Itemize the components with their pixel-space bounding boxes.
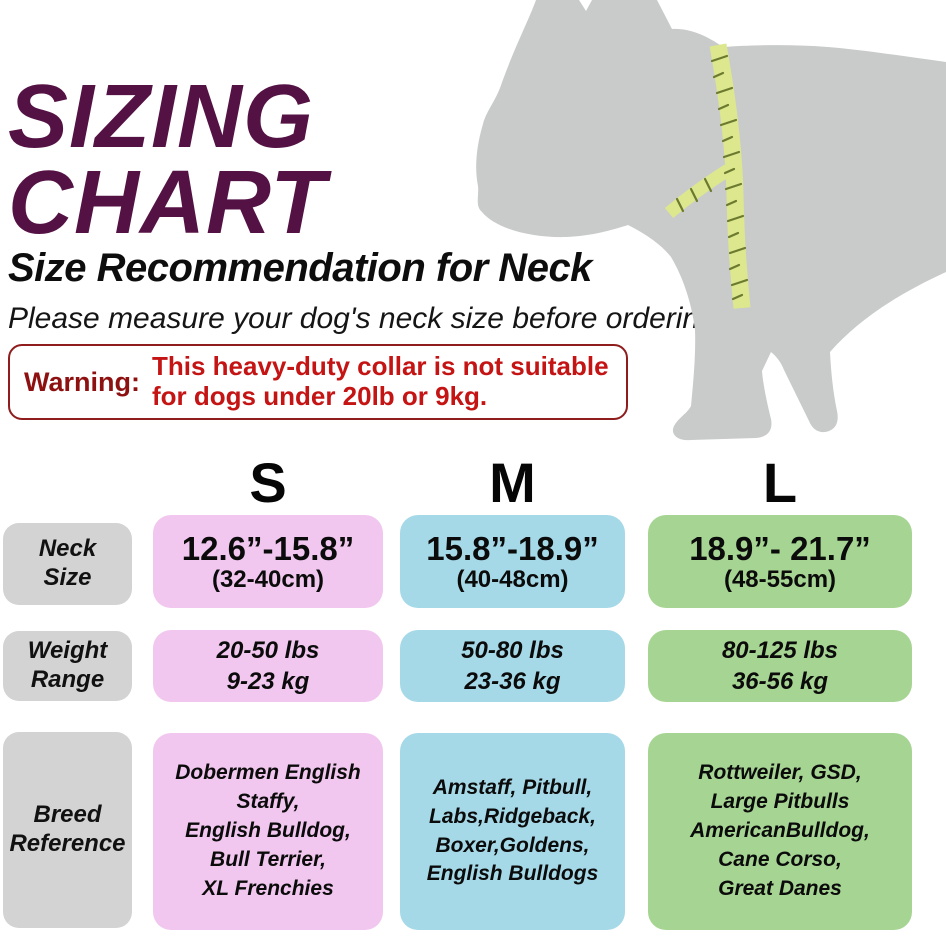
column-header-size-s: S — [249, 451, 287, 514]
cell-l-breed-reference: Rottweiler, GSD, Large Pitbulls American… — [648, 733, 912, 930]
warning-box: Warning: This heavy-duty collar is not s… — [8, 344, 628, 420]
weight-range-m: 50-80 lbs 23-36 kg — [461, 636, 564, 695]
row-label-breed-reference: Breed Reference — [3, 732, 132, 928]
warning-message: This heavy-duty collar is not suitable f… — [152, 351, 609, 411]
column-header-size-m: M — [489, 451, 536, 514]
neck-size-cm-m: (40-48cm) — [456, 566, 569, 594]
breed-list-m: Amstaff, Pitbull, Labs,Ridgeback, Boxer,… — [426, 775, 599, 886]
weight-range-s: 20-50 lbs 9-23 kg — [216, 636, 320, 695]
column-header-size-l: L — [762, 451, 798, 514]
neck-size-inches-m: 15.8”-18.9” — [426, 529, 599, 567]
warning-label: Warning: — [24, 366, 140, 397]
subtitle: Size Recommendation for Neck — [8, 246, 592, 290]
cell-s-neck-size: 12.6”-15.8” (32-40cm) — [153, 515, 383, 608]
breed-list-s: Dobermen English Staffy, English Bulldog… — [175, 761, 361, 900]
measure-note: Please measure your dog's neck size befo… — [8, 302, 716, 335]
breed-list-l: Rottweiler, GSD, Large Pitbulls American… — [690, 761, 870, 900]
cell-s-weight-range: 20-50 lbs 9-23 kg — [153, 630, 383, 702]
measuring-tape-icon — [664, 43, 751, 309]
neck-size-cm-l: (48-55cm) — [723, 566, 837, 594]
cell-l-neck-size: 18.9”- 21.7” (48-55cm) — [648, 515, 912, 608]
dog-body-silhouette — [476, 0, 946, 441]
cell-m-weight-range: 50-80 lbs 23-36 kg — [400, 630, 625, 702]
weight-range-l: 80-125 lbs 36-56 kg — [721, 636, 839, 695]
cell-l-weight-range: 80-125 lbs 36-56 kg — [648, 630, 912, 702]
row-label-neck-size: Neck Size — [3, 523, 132, 605]
cell-s-breed-reference: Dobermen English Staffy, English Bulldog… — [153, 733, 383, 930]
neck-size-inches-l: 18.9”- 21.7” — [689, 529, 871, 567]
dog-silhouette-graphic — [476, 0, 946, 441]
cell-m-neck-size: 15.8”-18.9” (40-48cm) — [400, 515, 625, 608]
neck-size-inches-s: 12.6”-15.8” — [181, 529, 355, 567]
cell-m-breed-reference: Amstaff, Pitbull, Labs,Ridgeback, Boxer,… — [400, 733, 625, 930]
row-label-weight-range: Weight Range — [3, 631, 132, 701]
neck-size-cm-s: (32-40cm) — [211, 566, 325, 594]
page-title: SIZING CHART — [8, 67, 327, 254]
